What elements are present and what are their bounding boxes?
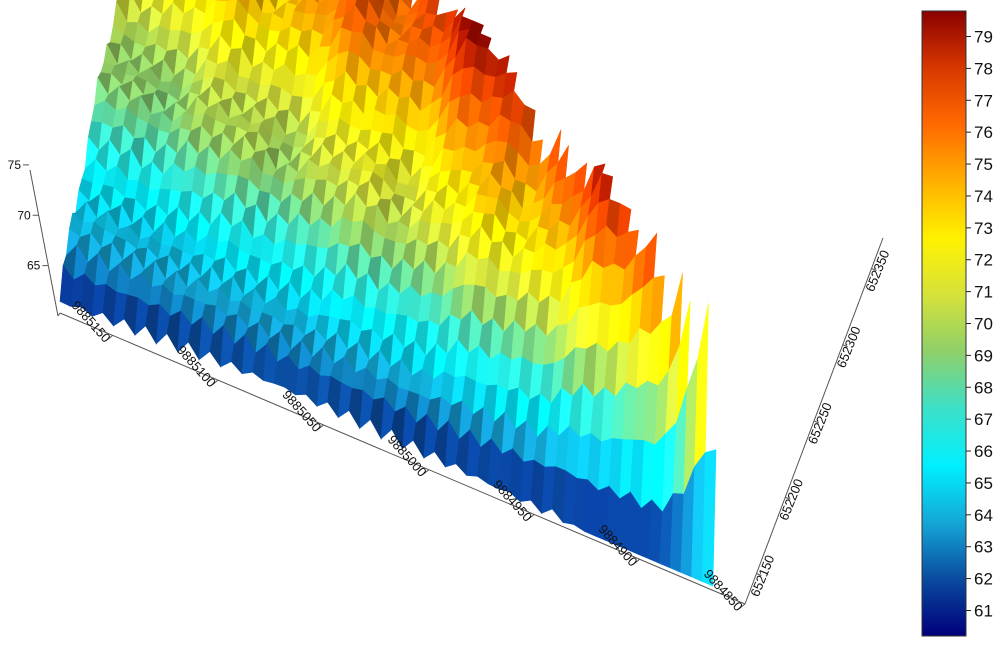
y-axis-ticks: 652150 652200 652250 652300 652350 xyxy=(747,248,892,599)
y-tick-mark xyxy=(785,496,791,500)
x-tick-label: 9884850 xyxy=(701,566,746,614)
colorbar-tick-label: 79 xyxy=(974,28,993,47)
y-tick-label: 652250 xyxy=(805,400,835,446)
y-tick-label: 652300 xyxy=(833,324,863,370)
z-tick-label: 75 xyxy=(8,158,22,172)
y-tick-label: 652150 xyxy=(747,553,777,599)
colorbar-tick-label: 78 xyxy=(974,59,993,78)
colorbar: 61 62 63 64 65 66 67 68 69 70 71 72 73 74 75 76 77 78 79 xyxy=(921,10,993,637)
colorbar-tick-label: 74 xyxy=(974,187,993,206)
colorbar-tick-label: 67 xyxy=(974,410,993,429)
y-tick-mark xyxy=(871,268,877,271)
colorbar-tick-label: 72 xyxy=(974,251,993,270)
colorbar-tick-label: 66 xyxy=(974,442,993,461)
y-tick-label: 652350 xyxy=(862,248,892,294)
colorbar-tick-label: 70 xyxy=(974,315,993,334)
y-tick-mark xyxy=(842,344,848,348)
colorbar-tick-label: 64 xyxy=(974,506,993,525)
colorbar-tick-label: 73 xyxy=(974,219,993,238)
colorbar-tick-label: 61 xyxy=(974,601,993,620)
x-tick-mark xyxy=(423,469,430,475)
y-tick-label: 652200 xyxy=(776,477,806,523)
y-tick-mark xyxy=(813,420,820,424)
colorbar-tick-label: 76 xyxy=(974,123,993,142)
z-axis-ticks: 65 70 75 xyxy=(8,158,49,273)
z-tick-label: 65 xyxy=(27,259,41,273)
z-axis-base xyxy=(57,312,61,317)
x-tick-mark xyxy=(107,334,114,340)
z-tick-label: 70 xyxy=(17,208,31,222)
surface-facet xyxy=(701,449,717,587)
colorbar-tick-label: 75 xyxy=(974,155,993,174)
colorbar-tick-label: 63 xyxy=(974,538,993,557)
y-tick-mark xyxy=(756,573,762,576)
colorbar-tick-label: 71 xyxy=(974,283,993,302)
x-tick-mark xyxy=(212,379,219,385)
x-tick-mark xyxy=(739,603,746,609)
colorbar-tick-label: 69 xyxy=(974,346,993,365)
colorbar-tick-label: 62 xyxy=(974,570,993,589)
surface-mesh xyxy=(59,0,717,587)
colorbar-tick-label: 77 xyxy=(974,91,993,110)
x-tick-mark xyxy=(318,424,324,430)
colorbar-tick-label: 65 xyxy=(974,474,993,493)
x-tick-mark xyxy=(528,514,535,519)
colorbar-gradient xyxy=(921,10,967,637)
z-axis-line xyxy=(29,169,59,317)
x-tick-mark xyxy=(634,558,640,564)
colorbar-tick-label: 68 xyxy=(974,378,993,397)
x-axis-line xyxy=(59,312,746,605)
